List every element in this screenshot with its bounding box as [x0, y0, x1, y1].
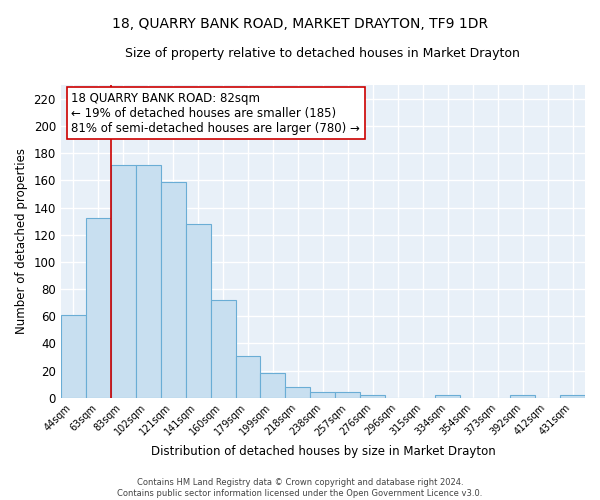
Bar — [86, 218, 111, 398]
Bar — [286, 387, 310, 398]
Text: 18 QUARRY BANK ROAD: 82sqm
← 19% of detached houses are smaller (185)
81% of sem: 18 QUARRY BANK ROAD: 82sqm ← 19% of deta… — [71, 92, 360, 134]
X-axis label: Distribution of detached houses by size in Market Drayton: Distribution of detached houses by size … — [151, 444, 495, 458]
Bar — [310, 392, 335, 398]
Bar — [560, 395, 585, 398]
Bar — [236, 356, 260, 398]
Bar — [136, 166, 161, 398]
Bar — [211, 300, 236, 398]
Bar — [361, 395, 385, 398]
Bar — [260, 373, 286, 398]
Y-axis label: Number of detached properties: Number of detached properties — [15, 148, 28, 334]
Bar — [435, 395, 460, 398]
Bar — [111, 166, 136, 398]
Bar — [161, 182, 185, 398]
Bar — [510, 395, 535, 398]
Text: Contains HM Land Registry data © Crown copyright and database right 2024.
Contai: Contains HM Land Registry data © Crown c… — [118, 478, 482, 498]
Title: Size of property relative to detached houses in Market Drayton: Size of property relative to detached ho… — [125, 48, 520, 60]
Text: 18, QUARRY BANK ROAD, MARKET DRAYTON, TF9 1DR: 18, QUARRY BANK ROAD, MARKET DRAYTON, TF… — [112, 18, 488, 32]
Bar — [335, 392, 361, 398]
Bar — [61, 315, 86, 398]
Bar — [185, 224, 211, 398]
